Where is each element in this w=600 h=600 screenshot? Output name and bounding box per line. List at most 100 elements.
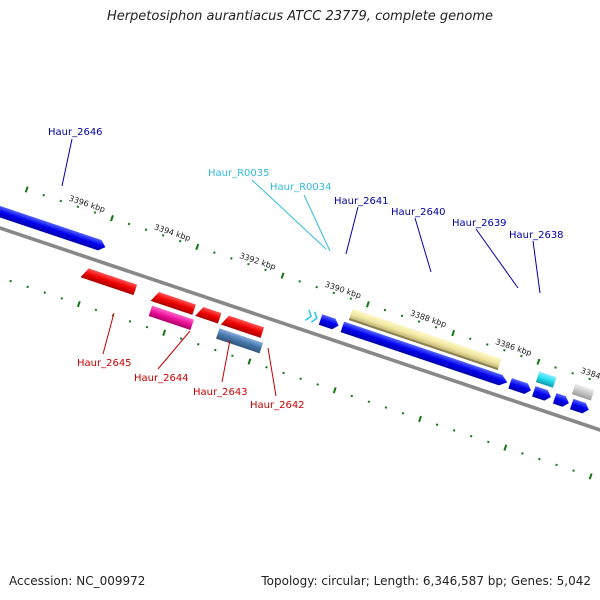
gene-haur-2644-shape[interactable] (150, 290, 196, 315)
gene-label-haur-2638[interactable]: Haur_2638 (509, 230, 564, 241)
leader-haur-2644 (157, 330, 191, 370)
leader-haur-2645 (102, 312, 115, 355)
scale-dot (213, 251, 216, 254)
scale-dot (214, 348, 217, 352)
scale-dot (145, 325, 149, 329)
scale-dot (93, 211, 97, 214)
scale-dot (298, 280, 301, 283)
scale-dot (299, 377, 302, 381)
scale-dot (316, 383, 319, 386)
genome-backbone (0, 219, 600, 441)
gene-label-haur-r0034[interactable]: Haur_R0034 (270, 182, 332, 193)
leader-haur-2646 (61, 138, 73, 187)
scale-dot (195, 243, 200, 251)
scale-dot (196, 343, 200, 346)
scale-dot (487, 440, 490, 444)
gene-label-haur-r0035[interactable]: Haur_R0035 (208, 168, 270, 179)
scale-dot (434, 326, 438, 329)
scale-dot (264, 268, 267, 272)
lower-feature-row (148, 305, 264, 354)
scale-dot (468, 337, 472, 341)
gene-label-haur-2643[interactable]: Haur_2643 (193, 387, 248, 398)
tick-label-3386: 3386 kbp (494, 337, 533, 358)
leader-lines (61, 138, 541, 397)
upper-feature-row (348, 308, 595, 401)
gene-label-haur-2641[interactable]: Haur_2641 (334, 196, 389, 207)
gene-haur-2646-shape[interactable] (0, 204, 107, 252)
pink-cds-feature[interactable] (148, 305, 194, 331)
scale-dot (315, 285, 318, 289)
scale-dot (520, 354, 523, 358)
tick-label-3384: 3384 kbp (580, 366, 600, 387)
scale-dot (332, 387, 337, 394)
tick-label-3390: 3390 kbp (324, 280, 363, 301)
gene-label-haur-2642[interactable]: Haur_2642 (250, 400, 305, 411)
scale-dot (59, 199, 63, 203)
scale-dot (162, 329, 167, 336)
gene-haur-r0035-shape[interactable] (304, 309, 314, 322)
scale-dot (24, 186, 29, 193)
scale-dot (178, 239, 182, 243)
scale-dot (451, 329, 456, 337)
scale-dot (469, 434, 473, 438)
gene-haur-2639-shape[interactable] (508, 378, 532, 395)
scale-dot (452, 429, 456, 432)
scale-dot (350, 394, 354, 398)
scale-dot (247, 358, 252, 365)
scale-dot (417, 320, 421, 323)
leader-haur-2642 (267, 347, 277, 397)
map-title: Herpetosiphon aurantiacus ATCC 23779, co… (106, 9, 494, 24)
scale-dot (383, 308, 387, 312)
leader-haur-r0035 (251, 179, 327, 250)
gene-next-forward-b-shape[interactable] (569, 398, 591, 415)
genome-summary-text: Topology: circular; Length: 6,346,587 bp… (261, 574, 591, 588)
gene-haur-2640-shape[interactable] (340, 321, 509, 388)
scale-dot (332, 291, 336, 295)
scale-dot (280, 272, 285, 279)
steel-cds-feature[interactable] (215, 328, 264, 354)
kbp-labels: 3396 kbp 3394 kbp 3392 kbp 3390 kbp 3388… (68, 194, 600, 387)
scale-dot (400, 314, 404, 318)
pseudo-feature[interactable] (571, 383, 595, 401)
scale-dot (435, 423, 439, 426)
gene-haur-2643-shape[interactable] (195, 305, 222, 324)
scale-dot (503, 348, 506, 352)
tick-label-3392: 3392 kbp (238, 251, 277, 272)
leader-haur-2639 (475, 228, 519, 289)
tick-label-3396: 3396 kbp (68, 194, 107, 215)
gene-label-haur-2646[interactable]: Haur_2646 (48, 127, 103, 138)
trna-feature[interactable] (535, 371, 557, 388)
scale-dot (26, 285, 29, 289)
gene-label-haur-2640[interactable]: Haur_2640 (391, 207, 446, 218)
scale-dot (418, 415, 422, 423)
gene-label-haur-2639[interactable]: Haur_2639 (452, 218, 507, 229)
scale-dot (365, 301, 370, 308)
gene-haur-2638-shape[interactable] (532, 386, 553, 402)
tick-label-3388: 3388 kbp (409, 309, 448, 330)
gene-next-forward-a-shape[interactable] (552, 393, 571, 408)
scale-dot (572, 469, 575, 472)
scale-dot (247, 262, 250, 266)
scale-dot (144, 228, 148, 231)
scale-dot (571, 371, 574, 375)
scale-dot (521, 452, 524, 455)
leader-haur-2641 (345, 206, 359, 255)
scale-dot (536, 358, 541, 365)
scale-dot (486, 343, 489, 346)
scale-dot (42, 193, 46, 197)
accession-text: Accession: NC_009972 (9, 574, 146, 588)
scale-dot (43, 291, 46, 294)
rrna-feature[interactable] (349, 308, 502, 370)
gene-haur-2645-shape[interactable] (80, 267, 138, 296)
scale-dot (161, 234, 165, 237)
gene-label-haur-2644[interactable]: Haur_2644 (134, 373, 189, 384)
gene-label-haur-2645[interactable]: Haur_2645 (77, 358, 132, 369)
gene-haur-2642-shape[interactable] (220, 314, 265, 338)
scale-dot (503, 444, 508, 451)
scale-dot (401, 411, 405, 415)
scale-dot (110, 215, 114, 222)
gene-haur-2641-shape[interactable] (318, 314, 341, 330)
scale-dot (384, 406, 388, 409)
gene-haur-r0034-shape[interactable] (310, 311, 319, 323)
